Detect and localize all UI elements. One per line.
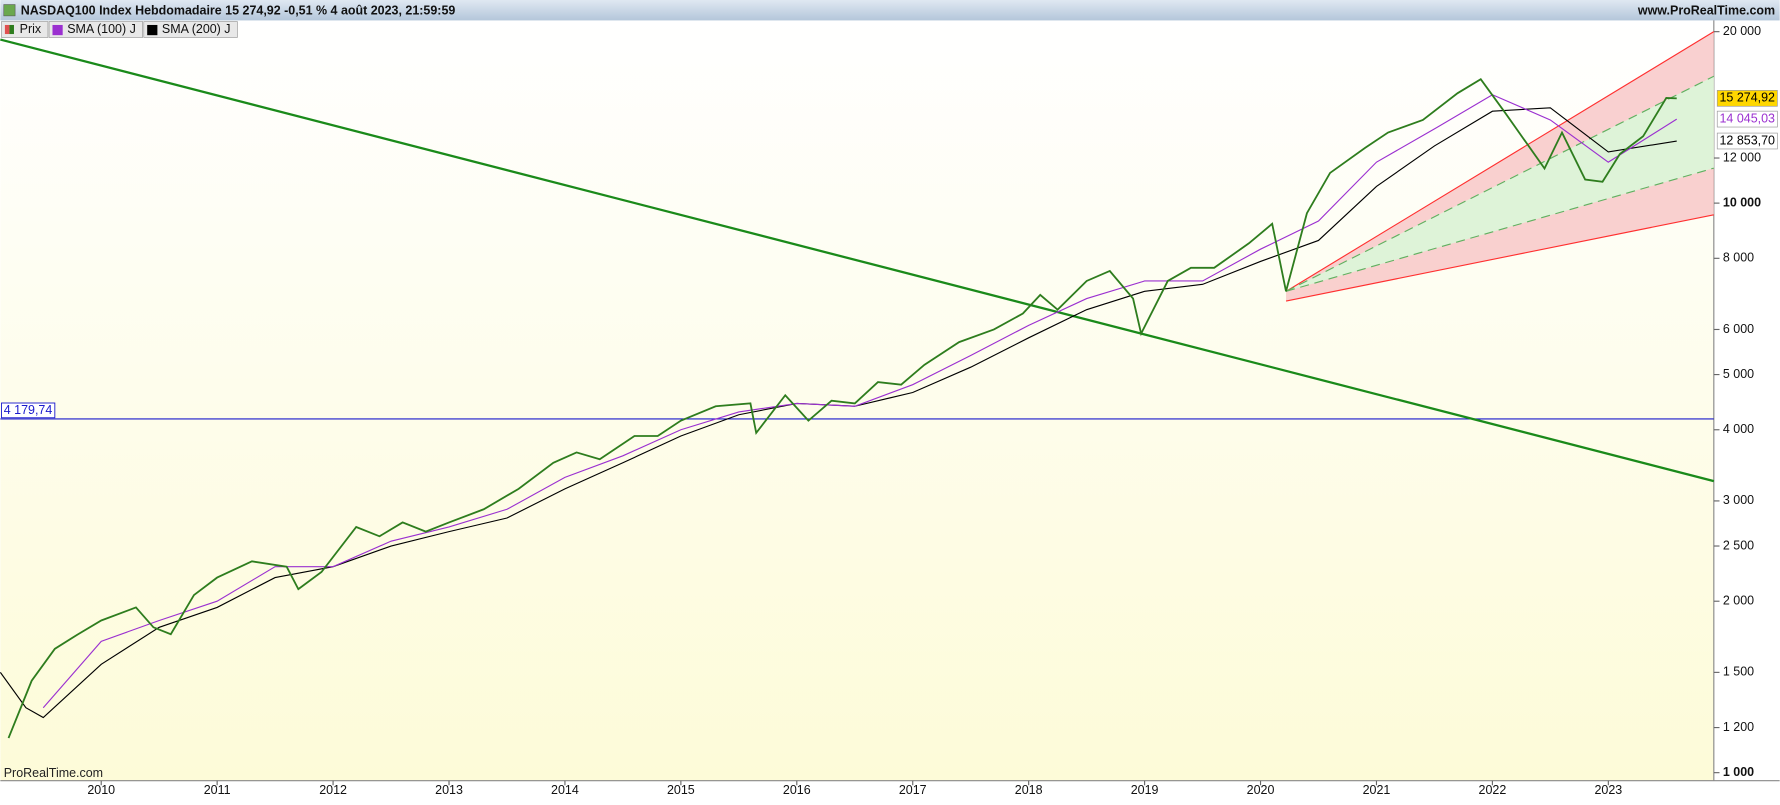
legend-swatch — [4, 24, 10, 35]
legend-item: Prix — [1, 21, 49, 38]
watermark: ProRealTime.com — [4, 766, 103, 780]
x-tick-label: 2010 — [87, 783, 115, 797]
y-tick-label: 6 000 — [1723, 322, 1754, 336]
y-tick-label: 20 000 — [1723, 24, 1761, 38]
price-label-box — [1716, 110, 1778, 128]
x-tick-label: 2019 — [1131, 783, 1159, 797]
y-tick-label: 1 200 — [1723, 720, 1754, 734]
channel-line — [1285, 214, 1714, 302]
price-label: 15 274,92 — [1720, 91, 1776, 105]
legend-box — [143, 21, 238, 38]
source-link[interactable]: www.ProRealTime.com — [1637, 4, 1775, 18]
channel-line — [1285, 75, 1715, 292]
y-tick-label: 4 000 — [1723, 422, 1754, 436]
y-tick-label: 8 000 — [1723, 251, 1754, 265]
y-tick-label: 2 000 — [1723, 594, 1754, 608]
legend-label: SMA (100) J — [67, 22, 136, 36]
x-tick-label: 2011 — [204, 783, 231, 797]
price-label-box — [1716, 132, 1778, 150]
legend-swatch — [147, 24, 158, 36]
series-line — [42, 94, 1678, 709]
trendline — [0, 38, 1715, 483]
legend-box — [48, 21, 143, 38]
y-tick-label: 1 500 — [1723, 665, 1754, 679]
y-tick-label: 3 000 — [1723, 493, 1754, 507]
horizontal-line-label-box — [1, 402, 56, 419]
legend-label: Prix — [20, 22, 42, 36]
x-tick-label: 2012 — [319, 783, 347, 797]
y-tick-label: 5 000 — [1723, 367, 1754, 381]
legend-item: SMA (100) J — [48, 21, 143, 38]
x-tick-label: 2020 — [1247, 783, 1275, 797]
channel-line — [1285, 31, 1715, 292]
x-tick-label: 2015 — [667, 783, 695, 797]
price-label: 14 045,03 — [1720, 111, 1776, 125]
x-tick-label: 2017 — [899, 783, 927, 797]
x-tick-label: 2013 — [435, 783, 463, 797]
x-tick-label: 2014 — [551, 783, 579, 797]
x-tick-label: 2022 — [1479, 783, 1507, 797]
legend-label: SMA (200) J — [162, 22, 231, 36]
legend-swatch — [9, 24, 14, 35]
title-bar — [0, 0, 1780, 21]
channel-outer-fill — [1286, 31, 1714, 302]
app-icon — [3, 4, 16, 17]
x-tick-label: 2016 — [783, 783, 811, 797]
series-line — [7, 77, 1677, 739]
channel-line — [1285, 167, 1714, 292]
y-tick-label: 1 000 — [1723, 765, 1754, 779]
legend-item: SMA (200) J — [143, 21, 238, 38]
legend-swatch — [52, 24, 63, 36]
x-tick-label: 2023 — [1594, 783, 1622, 797]
y-tick-label: 2 500 — [1723, 538, 1754, 552]
price-label-box — [1716, 90, 1778, 107]
y-tick-label: 10 000 — [1723, 195, 1761, 209]
chart-title: NASDAQ100 Index Hebdomadaire 15 274,92 -… — [21, 4, 456, 18]
price-label: 12 853,70 — [1720, 133, 1776, 147]
legend: Prix SMA (100) J SMA (200) J — [1, 21, 238, 38]
x-tick-label: 2021 — [1363, 783, 1391, 797]
horizontal-line-label: 4 179,74 — [4, 403, 53, 417]
x-tick-label: 2018 — [1015, 783, 1043, 797]
y-tick-label: 12 000 — [1723, 150, 1761, 164]
